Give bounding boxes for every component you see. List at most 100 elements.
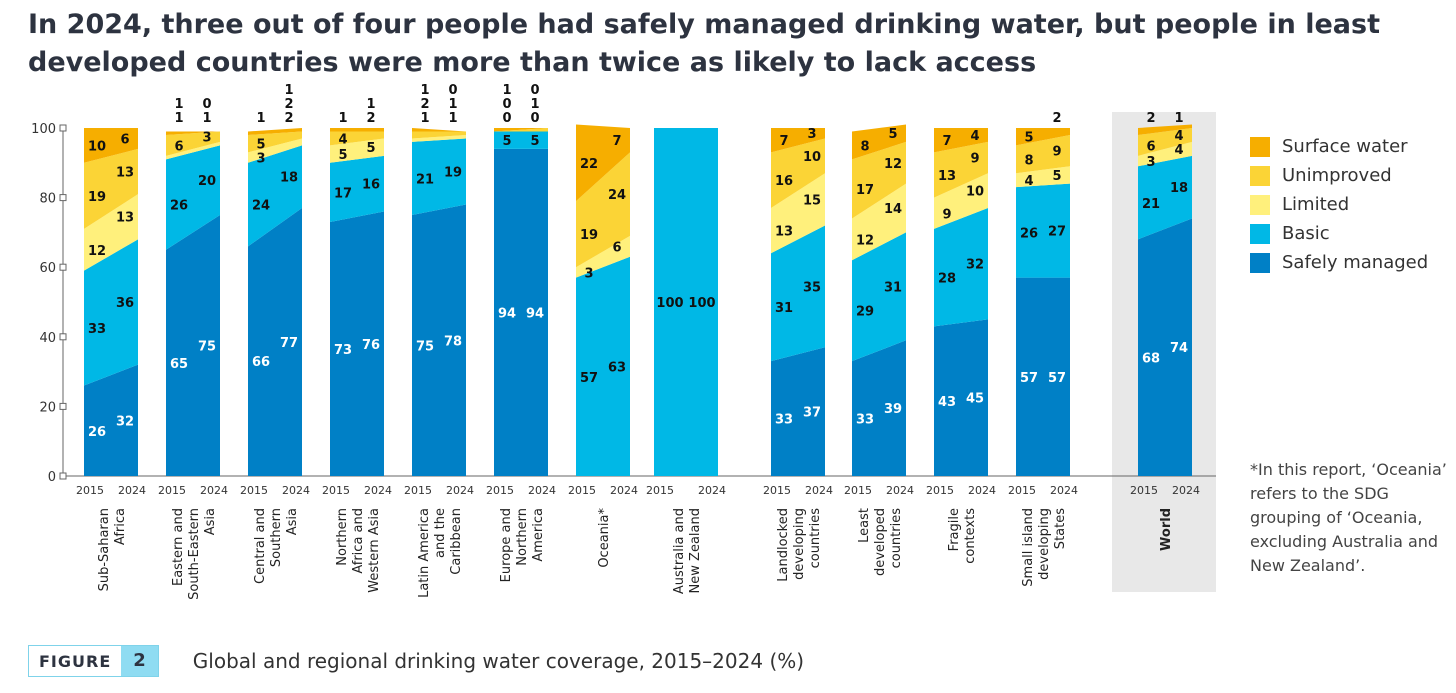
category-label: Oceania* xyxy=(597,508,612,568)
data-label: 76 xyxy=(362,338,380,353)
data-label: 8 xyxy=(1024,153,1033,168)
year-label: 2024 xyxy=(1050,484,1078,497)
data-label-small: 2 xyxy=(1052,111,1061,126)
data-label: 77 xyxy=(280,336,298,351)
data-label-small: 1 xyxy=(366,97,375,112)
data-label: 43 xyxy=(938,395,956,410)
bar-segment-basic xyxy=(654,128,718,476)
bar-segment-safely-managed xyxy=(412,204,466,476)
data-label: 13 xyxy=(938,169,956,184)
data-label: 36 xyxy=(116,296,134,311)
data-label: 32 xyxy=(966,258,984,273)
bar-segment-limited xyxy=(934,173,988,229)
year-label: 2015 xyxy=(568,484,596,497)
category-label: Europe andNorthernAmerica xyxy=(499,508,546,582)
data-label: 10 xyxy=(966,185,984,200)
year-label: 2015 xyxy=(646,484,674,497)
data-label: 14 xyxy=(884,202,902,217)
bar-segment-limited xyxy=(1138,141,1192,167)
bar-segment-unimproved xyxy=(84,148,138,229)
data-label: 20 xyxy=(198,174,216,189)
bar-segment-unimproved xyxy=(330,131,384,146)
bar-segment-basic xyxy=(1138,155,1192,240)
data-label: 7 xyxy=(942,134,951,149)
bar-segment-safely-managed xyxy=(1016,277,1070,476)
data-label: 31 xyxy=(775,301,793,316)
data-label: 18 xyxy=(280,171,298,186)
legend-label: Unimproved xyxy=(1282,165,1392,186)
bar-segment-safely-managed xyxy=(248,208,302,477)
footnote: *In this report, ‘Oceania’ refers to the… xyxy=(1250,460,1447,575)
data-label: 6 xyxy=(174,139,183,154)
data-label-small: 1 xyxy=(448,111,457,126)
data-label-small: 0 xyxy=(530,111,539,126)
data-label: 45 xyxy=(966,392,984,407)
bar-segment-surface-water xyxy=(494,128,548,132)
data-label: 57 xyxy=(1020,371,1038,386)
bar-segment-basic xyxy=(166,145,220,250)
data-label: 17 xyxy=(856,183,874,198)
data-label: 13 xyxy=(116,211,134,226)
category-label: World xyxy=(1159,508,1174,551)
data-label-small: 1 xyxy=(174,97,183,112)
data-label-small: 2 xyxy=(420,97,429,112)
bar-segment-surface-water xyxy=(330,128,384,132)
category-label: Landlockeddevelopingcountries xyxy=(776,508,823,582)
bar-segment-surface-water xyxy=(84,128,138,163)
legend-label: Limited xyxy=(1282,194,1350,215)
bar-segment-basic xyxy=(494,131,548,149)
data-label: 33 xyxy=(856,413,874,428)
data-label-small: 2 xyxy=(284,111,293,126)
bar-segment-basic xyxy=(330,155,384,222)
data-label: 10 xyxy=(803,150,821,165)
data-label: 28 xyxy=(938,272,956,287)
y-tick-mark xyxy=(59,124,67,132)
bar-group: 26 33 12 19 10 32 36 13 13 6 2015 2024 Sub-SaharanAf… xyxy=(76,128,146,591)
y-tick-mark xyxy=(59,402,67,410)
category-label: Small islanddevelopingStates xyxy=(1021,508,1068,587)
data-label: 8 xyxy=(860,139,869,154)
bar-segment-safely-managed xyxy=(771,347,825,476)
bar-segment-safely-managed xyxy=(84,364,138,476)
data-label: 19 xyxy=(444,166,462,181)
bar-segment-limited xyxy=(330,138,384,163)
bar-segment-unimproved xyxy=(771,138,825,209)
data-label: 3 xyxy=(807,127,816,142)
figure-number: 2 xyxy=(121,646,158,676)
bar-segment-unimproved xyxy=(248,131,302,153)
bar-segment-safely-managed xyxy=(166,215,220,476)
bar-segment-limited xyxy=(84,194,138,271)
bar-segment-basic xyxy=(412,138,466,215)
y-tick-label: 100 xyxy=(31,122,56,137)
bar-segment-basic xyxy=(84,239,138,386)
legend-swatch xyxy=(1250,223,1270,244)
data-label: 15 xyxy=(803,193,821,208)
data-label: 26 xyxy=(170,199,188,214)
data-label: 57 xyxy=(580,371,598,386)
year-label: 2024 xyxy=(805,484,833,497)
chart-title: In 2024, three out of four people had sa… xyxy=(28,9,1381,78)
bar-segment-surface-water xyxy=(576,124,630,202)
bar-segment-unimproved xyxy=(852,141,906,219)
data-label: 78 xyxy=(444,334,462,349)
data-label-small: 1 xyxy=(502,83,511,98)
bar-group: 43 28 9 13 7 45 32 10 9 4 2015 2024 Fragilecontexts xyxy=(926,128,996,564)
legend-label: Surface water xyxy=(1282,136,1408,157)
data-label: 9 xyxy=(1052,145,1061,160)
data-label-small: 2 xyxy=(366,111,375,126)
bar-segment-unimproved xyxy=(494,128,548,132)
figure-label: FIGURE 2 xyxy=(28,645,159,677)
bar-segment-basic xyxy=(576,256,630,476)
bar-segment-limited xyxy=(576,235,630,278)
year-label: 2024 xyxy=(282,484,310,497)
legend-label: Safely managed xyxy=(1282,252,1429,273)
bar-group: 33 31 13 16 7 37 35 15 10 3 2015 2024 Landlockeddeve… xyxy=(763,127,833,582)
y-tick-label: 40 xyxy=(39,331,56,346)
year-label: 2015 xyxy=(240,484,268,497)
bar-group: 33 29 12 17 8 39 31 14 12 5 2015 2024 Leastdeveloped… xyxy=(844,124,914,576)
legend-swatch xyxy=(1250,252,1270,273)
data-label-small: 0 xyxy=(530,83,539,98)
